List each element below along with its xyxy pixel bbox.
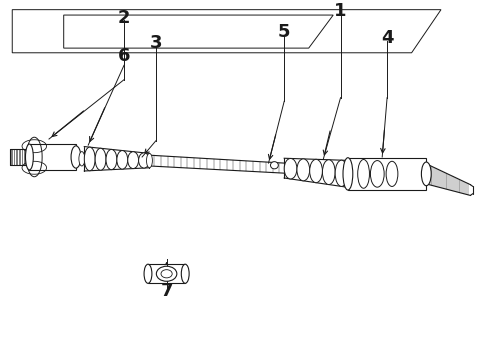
- Text: 5: 5: [278, 23, 291, 41]
- Text: 7: 7: [160, 282, 173, 300]
- Ellipse shape: [79, 152, 85, 166]
- Ellipse shape: [297, 159, 310, 181]
- Ellipse shape: [106, 149, 117, 170]
- Ellipse shape: [343, 158, 353, 190]
- Ellipse shape: [25, 144, 33, 170]
- Ellipse shape: [270, 162, 278, 169]
- Text: 4: 4: [381, 30, 393, 48]
- Bar: [29, 144, 76, 170]
- Ellipse shape: [370, 161, 384, 187]
- Ellipse shape: [421, 162, 431, 186]
- Ellipse shape: [147, 153, 152, 168]
- Text: 6: 6: [118, 48, 130, 66]
- Ellipse shape: [322, 160, 335, 185]
- Ellipse shape: [161, 270, 172, 278]
- Ellipse shape: [156, 266, 177, 281]
- Ellipse shape: [117, 150, 128, 169]
- Ellipse shape: [386, 161, 398, 186]
- Ellipse shape: [335, 160, 348, 186]
- Ellipse shape: [128, 152, 139, 168]
- Bar: [348, 158, 426, 190]
- Ellipse shape: [284, 158, 297, 179]
- Bar: [148, 264, 185, 283]
- Ellipse shape: [310, 159, 322, 183]
- Text: 2: 2: [118, 9, 130, 27]
- Ellipse shape: [181, 264, 189, 283]
- Ellipse shape: [95, 148, 106, 170]
- Ellipse shape: [84, 147, 95, 171]
- Ellipse shape: [144, 264, 152, 283]
- Ellipse shape: [358, 159, 369, 188]
- Ellipse shape: [71, 146, 81, 168]
- Text: 1: 1: [334, 3, 347, 21]
- Ellipse shape: [139, 153, 149, 168]
- Text: 3: 3: [149, 34, 162, 52]
